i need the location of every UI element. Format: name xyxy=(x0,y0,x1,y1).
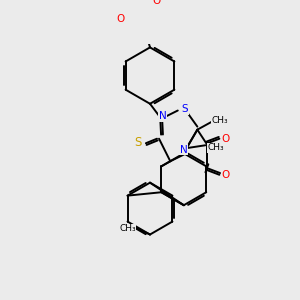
Text: CH₃: CH₃ xyxy=(119,224,136,233)
Text: O: O xyxy=(116,14,124,24)
Text: O: O xyxy=(221,170,230,180)
Text: CH₃: CH₃ xyxy=(207,143,224,152)
Text: S: S xyxy=(134,136,141,149)
Text: O: O xyxy=(153,0,161,6)
Text: S: S xyxy=(182,104,188,115)
Text: O: O xyxy=(221,134,230,144)
Text: N: N xyxy=(158,111,166,121)
Text: N: N xyxy=(180,145,188,155)
Text: CH₃: CH₃ xyxy=(212,116,228,125)
